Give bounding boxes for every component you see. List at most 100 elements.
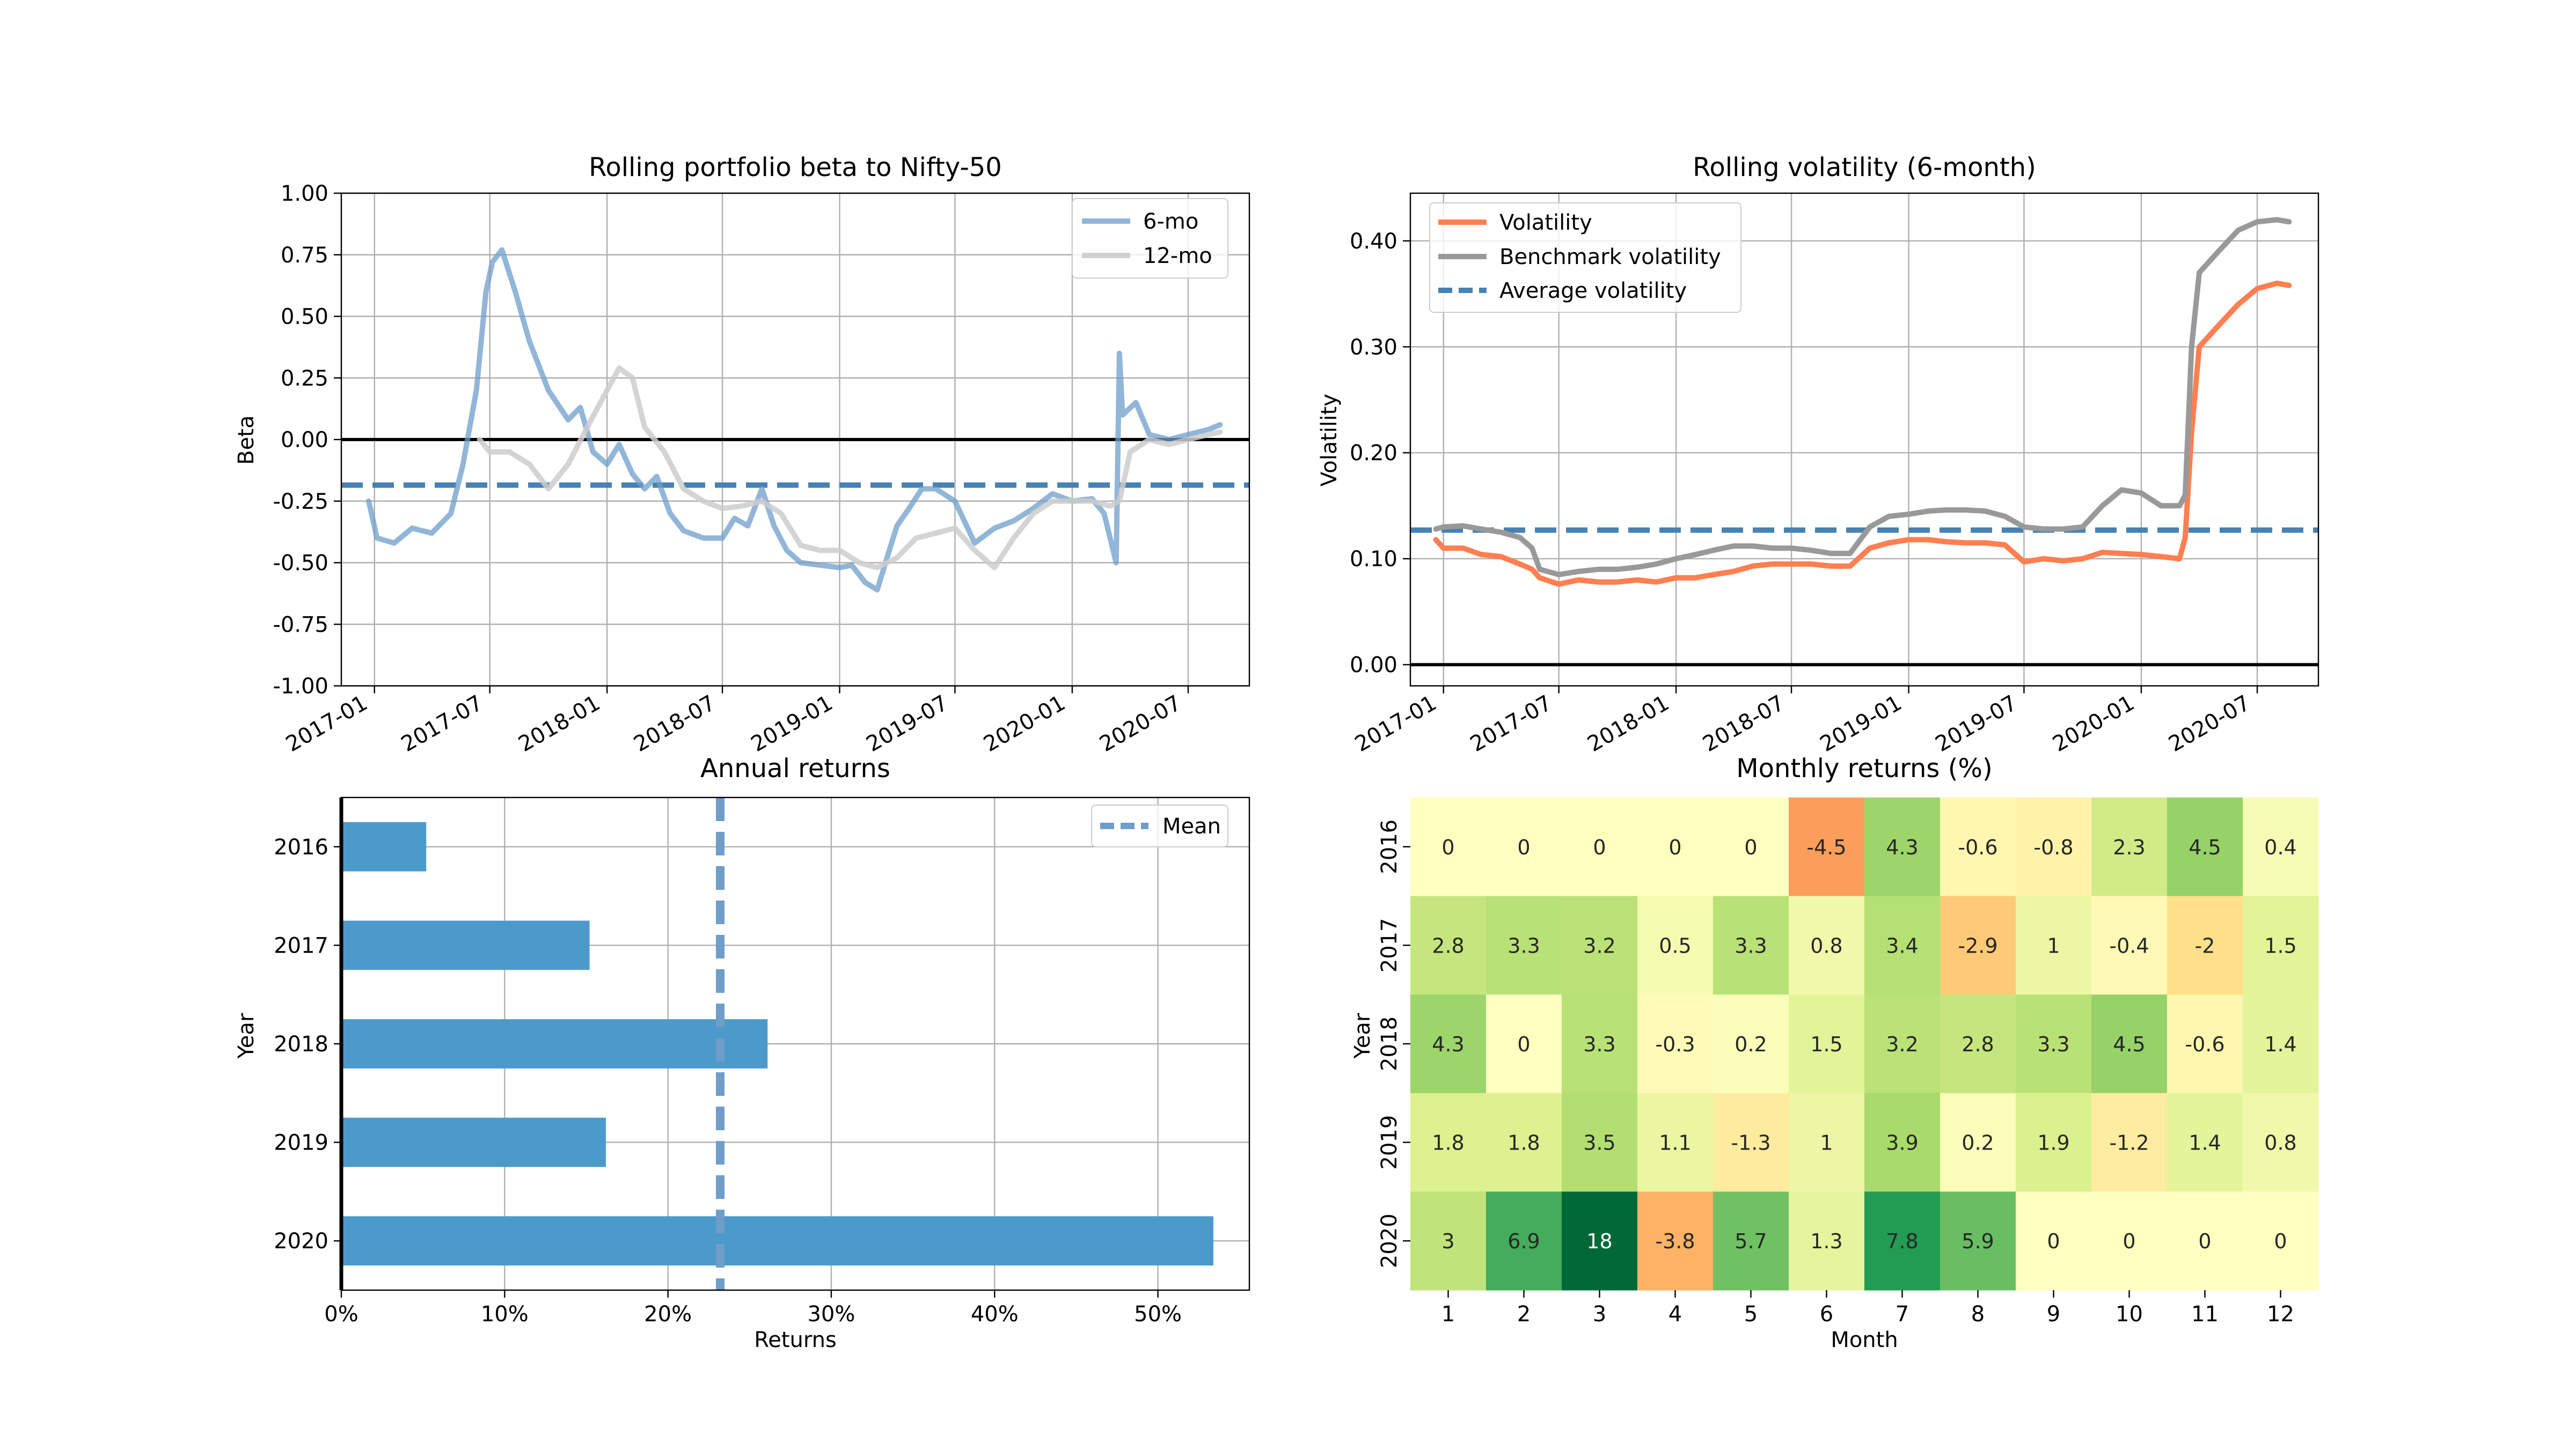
month-tick-label: 7 <box>1896 1302 1909 1327</box>
heatmap-value-2020-11: 0 <box>2198 1230 2211 1253</box>
heatmap-value-2018-10: 4.5 <box>2113 1033 2145 1056</box>
beta-series-lines <box>366 247 1223 592</box>
annual-returns-axes: 0% 10% 20% 30% 40% 50% 2016 2017 2018 2019 2020 <box>274 796 1250 1327</box>
heatmap-cell-2020-9 <box>2016 1191 2092 1291</box>
heatmap-value-2020-12: 0 <box>2274 1230 2287 1253</box>
heatmap-value-2017-3: 3.2 <box>1583 934 1615 957</box>
year-tick-label: 2019 <box>274 1131 328 1155</box>
monthly-returns-x-axis-label: Month <box>1831 1328 1898 1352</box>
beta-y-axis-label: Beta <box>234 415 259 465</box>
annual-returns-legend: Mean <box>1091 804 1228 847</box>
heatmap-value-2018-5: 0.2 <box>1735 1033 1767 1056</box>
heatmap-cell-2017-12 <box>2243 896 2319 995</box>
heatmap-cell-2018-5 <box>1713 994 1789 1094</box>
heatmap-value-2020-5: 5.7 <box>1735 1230 1767 1253</box>
heatmap-value-2018-1: 4.3 <box>1432 1033 1464 1056</box>
annual-return-bar-2017 <box>341 920 590 970</box>
heatmap-cell-2019-10 <box>2091 1093 2168 1192</box>
legend-label-6-mo: 6-mo <box>1143 209 1198 234</box>
heatmap-value-2016-6: -4.5 <box>1806 836 1846 859</box>
heatmap-cell-2016-1 <box>1410 797 1487 897</box>
heatmap-value-2016-10: 2.3 <box>2113 836 2145 859</box>
beta-chart-title: Rolling portfolio beta to Nifty-50 <box>589 152 1002 182</box>
heatmap-cell-2020-7 <box>1864 1191 1941 1291</box>
beta-y-tick-label: -0.25 <box>273 489 329 514</box>
heatmap-cell-2018-4 <box>1637 994 1714 1094</box>
annual-returns-bars <box>341 822 1214 1266</box>
heatmap-cell-2017-1 <box>1410 896 1487 995</box>
heatmap-value-2016-1: 0 <box>1441 836 1454 859</box>
heatmap-cell-2020-12 <box>2243 1191 2319 1291</box>
heatmap-value-2020-8: 5.9 <box>1962 1230 1994 1253</box>
returns-x-tick-label: 20% <box>644 1302 692 1327</box>
returns-x-tick-label: 30% <box>807 1302 855 1327</box>
volatility-legend-box <box>1429 202 1741 313</box>
heatmap-value-2020-9: 0 <box>2047 1230 2060 1253</box>
heatmap-cell-2019-12 <box>2243 1093 2319 1192</box>
annual-returns-x-axis-label: Returns <box>754 1328 837 1352</box>
heatmap-cell-2019-8 <box>1940 1093 2016 1192</box>
volatility-plot-frame <box>1409 192 2319 687</box>
heatmap-value-2017-11: -2 <box>2195 934 2215 957</box>
series-line-benchmark-volatility <box>1433 217 2292 577</box>
heatmap-cell-2017-8 <box>1940 896 2016 995</box>
heatmap-value-2020-2: 6.9 <box>1507 1230 1540 1253</box>
heatmap-value-2018-12: 1.4 <box>2264 1033 2296 1056</box>
heatmap-value-2018-11: -0.6 <box>2185 1033 2224 1056</box>
month-tick-label: 1 <box>1441 1302 1455 1327</box>
heatmap-cell-2017-2 <box>1486 896 1562 995</box>
heatmap-cell-2020-11 <box>2167 1191 2243 1291</box>
month-tick-label: 3 <box>1593 1302 1606 1327</box>
heatmap-cell-2016-5 <box>1713 797 1789 897</box>
beta-reference-lines <box>341 438 1249 488</box>
heatmap-cell-2019-7 <box>1864 1093 1941 1192</box>
heatmap-value-2016-12: 0.4 <box>2264 836 2296 859</box>
heatmap-value-2020-10: 0 <box>2123 1230 2135 1253</box>
heatmap-cell-2020-6 <box>1789 1191 1865 1291</box>
heatmap-cell-2019-9 <box>2016 1093 2092 1192</box>
month-tick-label: 10 <box>2116 1302 2143 1327</box>
beta-y-tick-label: 0.25 <box>281 366 328 391</box>
heatmap-value-2016-5: 0 <box>1744 836 1757 859</box>
heatmap-value-2016-3: 0 <box>1593 836 1606 859</box>
year-tick-label: 2017 <box>274 933 328 958</box>
heatmap-cell-2017-9 <box>2016 896 2092 995</box>
heatmap-cell-2019-11 <box>2167 1093 2243 1192</box>
heatmap-cell-2020-5 <box>1713 1191 1789 1291</box>
month-tick-label: 6 <box>1820 1302 1833 1327</box>
heatmap-cell-2018-2 <box>1486 994 1562 1094</box>
series-line-volatility <box>1433 280 2292 587</box>
heatmap-value-2019-3: 3.5 <box>1583 1131 1615 1155</box>
returns-x-tick-label: 40% <box>971 1302 1019 1327</box>
heatmap-value-2016-7: 4.3 <box>1886 836 1918 859</box>
legend-label-benchmark-volatility: Benchmark volatility <box>1499 245 1721 269</box>
heatmap-value-2018-9: 3.3 <box>2037 1033 2069 1056</box>
heatmap-cell-2019-5 <box>1713 1093 1789 1192</box>
heatmap-value-2016-8: -0.6 <box>1958 836 1997 859</box>
beta-y-tick-label: -1.00 <box>273 674 329 699</box>
heatmap-cell-2020-8 <box>1940 1191 2016 1291</box>
month-tick-label: 12 <box>2267 1302 2294 1327</box>
heatmap-year-tick-label: 2020 <box>1377 1213 1402 1268</box>
heatmap-value-2019-4: 1.1 <box>1659 1131 1691 1155</box>
annual-returns-title: Annual returns <box>700 753 890 784</box>
volatility-chart-title: Rolling volatility (6-month) <box>1693 152 2036 182</box>
volatility-legend: Volatility Benchmark volatility Average … <box>1429 202 1741 313</box>
heatmap-cell-2020-2 <box>1486 1191 1562 1291</box>
volatility-y-tick-label: 0.10 <box>1350 547 1397 572</box>
heatmap-cell-2017-6 <box>1789 896 1865 995</box>
heatmap-cell-2019-3 <box>1562 1093 1638 1192</box>
heatmap-value-2016-2: 0 <box>1517 836 1530 859</box>
year-tick-label: 2020 <box>274 1229 328 1254</box>
annual-return-bar-2020 <box>341 1216 1214 1266</box>
heatmap-value-2017-7: 3.4 <box>1886 934 1918 957</box>
heatmap-cell-2017-5 <box>1713 896 1789 995</box>
heatmap-cell-2016-12 <box>2243 797 2319 897</box>
heatmap-value-2017-4: 0.5 <box>1659 934 1691 957</box>
annual-returns-legend-box <box>1091 804 1228 847</box>
annual-returns-y-axis-label: Year <box>234 1013 259 1059</box>
heatmap-value-2019-12: 0.8 <box>2264 1131 2296 1155</box>
beta-legend: 6-mo 12-mo <box>1072 198 1228 279</box>
